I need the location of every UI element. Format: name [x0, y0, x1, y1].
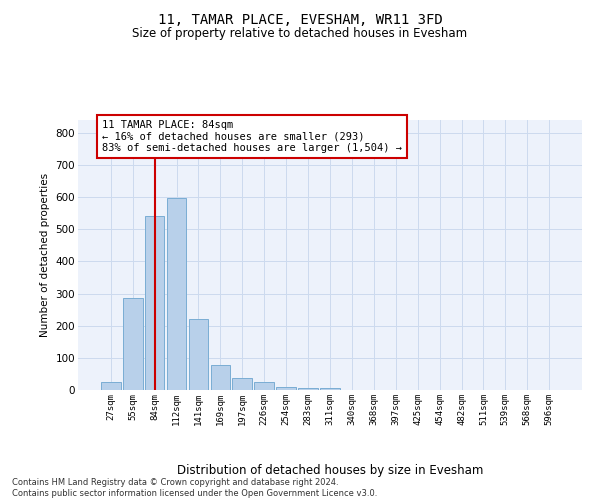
- Bar: [232, 378, 252, 390]
- Bar: [188, 319, 208, 390]
- Bar: [254, 382, 274, 390]
- Bar: [211, 364, 230, 390]
- Bar: [298, 388, 318, 390]
- Bar: [320, 388, 340, 390]
- X-axis label: Distribution of detached houses by size in Evesham: Distribution of detached houses by size …: [177, 464, 483, 477]
- Bar: [101, 382, 121, 390]
- Text: 11, TAMAR PLACE, EVESHAM, WR11 3FD: 11, TAMAR PLACE, EVESHAM, WR11 3FD: [158, 12, 442, 26]
- Bar: [145, 216, 164, 390]
- Bar: [167, 198, 187, 390]
- Text: 11 TAMAR PLACE: 84sqm
← 16% of detached houses are smaller (293)
83% of semi-det: 11 TAMAR PLACE: 84sqm ← 16% of detached …: [102, 120, 402, 153]
- Y-axis label: Number of detached properties: Number of detached properties: [40, 173, 50, 337]
- Text: Contains HM Land Registry data © Crown copyright and database right 2024.
Contai: Contains HM Land Registry data © Crown c…: [12, 478, 377, 498]
- Text: Size of property relative to detached houses in Evesham: Size of property relative to detached ho…: [133, 28, 467, 40]
- Bar: [123, 298, 143, 390]
- Bar: [276, 387, 296, 390]
